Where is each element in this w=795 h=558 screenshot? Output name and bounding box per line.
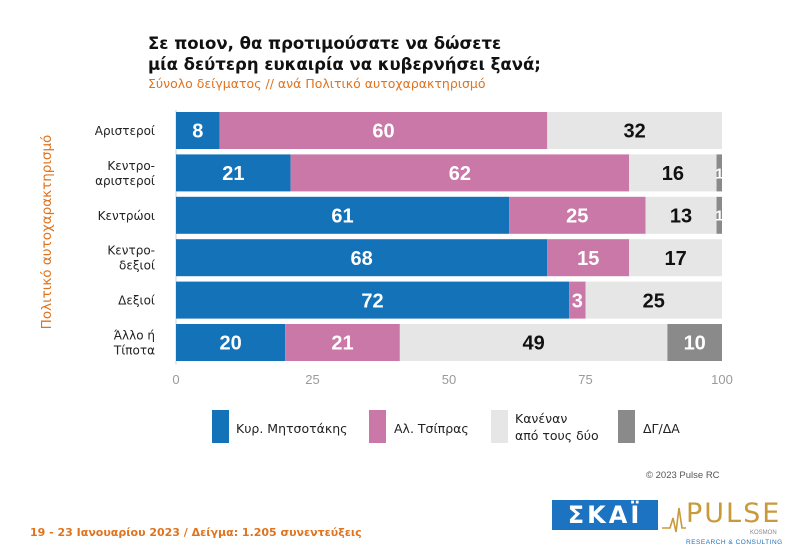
- bar-segment-2-row-2: [290, 154, 630, 192]
- data-label-2-row-5: 3: [572, 290, 583, 312]
- x-tick-label-4: 75: [578, 372, 592, 387]
- legend-label-neither-1: Κανέναν: [515, 411, 568, 426]
- pulse-logo-kosmon: KOSMON: [750, 530, 777, 536]
- legend-label-tsipras: Αλ. Τσίπρας: [394, 421, 469, 436]
- fieldwork-note: 19 - 23 Ιανουαρίου 2023 / Δείγμα: 1.205 …: [30, 526, 362, 539]
- data-label-3-row-2: 16: [662, 163, 684, 185]
- category-label-row-3: Κεντρώοι: [98, 209, 155, 223]
- x-tick-label-3: 50: [442, 372, 456, 387]
- data-label-3-row-3: 13: [670, 206, 692, 228]
- pulse-logo-tagline: RESEARCH & CONSULTING: [686, 539, 783, 546]
- data-label-1-row-4: 68: [351, 248, 373, 270]
- data-label-4-row-3: 1: [715, 208, 723, 225]
- pulse-heartbeat-icon: [662, 507, 686, 533]
- bar-segment-1-row-6: [176, 324, 286, 361]
- data-label-3-row-1: 32: [624, 121, 646, 143]
- x-tick-label-5: 100: [711, 372, 733, 387]
- stacked-bar-chart: 8 60 32 Αριστεροί 21 62 16 1 Κεντρο-αριστεροί 61 2…: [95, 110, 733, 387]
- data-label-1-row-2: 21: [222, 163, 244, 185]
- data-label-2-row-3: 25: [566, 206, 588, 228]
- bar-segment-2-row-3: [509, 196, 646, 234]
- pulse-logo: PULSE KOSMON RESEARCH & CONSULTING: [662, 498, 782, 548]
- chart-subtitle: Σύνολο δείγματος // ανά Πολιτικό αυτοχαρ…: [148, 76, 486, 91]
- bar-segment-1-row-3: [176, 196, 510, 234]
- data-label-2-row-6: 21: [331, 333, 353, 355]
- legend-label-dk: ΔΓ/ΔΑ: [643, 421, 680, 436]
- bar-segment-1-row-4: [176, 239, 548, 277]
- chart-title-line-1: Σε ποιον, θα προτιμούσατε να δώσετε: [148, 34, 502, 53]
- data-label-2-row-4: 15: [577, 248, 599, 270]
- data-label-2-row-2: 62: [449, 163, 471, 185]
- legend-label-neither-2: από τους δύο: [515, 428, 599, 443]
- legend-swatch-neither: [491, 410, 508, 443]
- data-label-3-row-5: 25: [643, 290, 665, 312]
- data-label-1-row-3: 61: [331, 206, 353, 228]
- bar-segment-4-row-3: [716, 196, 722, 234]
- legend-swatch-mitsotakis: [212, 410, 229, 443]
- bar-segment-1-row-2: [176, 154, 291, 192]
- data-label-4-row-6: 10: [684, 333, 706, 355]
- pulse-logo-wordmark: PULSE: [686, 498, 782, 529]
- category-label-row-6-line-2: Τίποτα: [113, 344, 155, 358]
- bar-segment-3-row-4: [629, 239, 722, 277]
- bar-segment-1-row-5: [176, 281, 570, 319]
- data-label-1-row-5: 72: [361, 290, 383, 312]
- bar-segment-4-row-6: [667, 324, 722, 361]
- category-label-row-2-line-2: αριστεροί: [95, 174, 155, 188]
- category-label-row-5: Δεξιοί: [118, 294, 155, 308]
- category-label-row-4-line-1: Κεντρο-: [107, 244, 155, 258]
- x-tick-label-1: 0: [172, 372, 179, 387]
- bar-segment-3-row-5: [585, 281, 722, 319]
- data-label-1-row-6: 20: [219, 333, 241, 355]
- bar-segment-2-row-1: [219, 112, 548, 149]
- category-label-row-1: Αριστεροί: [95, 124, 155, 138]
- legend-label-mitsotakis: Κυρ. Μητσοτάκης: [236, 421, 348, 436]
- category-label-row-4-line-2: δεξιοί: [119, 259, 155, 273]
- data-label-2-row-1: 60: [372, 121, 394, 143]
- bar-segment-1-row-1: [176, 112, 220, 149]
- bar-segment-3-row-2: [629, 154, 717, 192]
- skai-logo: ΣΚΑΪ: [552, 500, 658, 530]
- bar-segment-3-row-1: [547, 112, 722, 149]
- legend-swatch-tsipras: [369, 410, 386, 443]
- bar-segment-4-row-2: [716, 154, 722, 192]
- copyright-text: © 2023 Pulse RC: [646, 470, 720, 481]
- bar-segment-2-row-6: [285, 324, 400, 361]
- data-label-3-row-6: 49: [523, 333, 545, 355]
- data-label-4-row-2: 1: [715, 165, 723, 182]
- data-label-1-row-1: 8: [192, 121, 203, 143]
- chart-title-line-2: μία δεύτερη ευκαιρία να κυβερνήσει ξανά;: [148, 55, 541, 74]
- category-label-row-6-line-1: Άλλο ή: [114, 329, 155, 343]
- chart-title-block: Σε ποιον, θα προτιμούσατε να δώσετε μία …: [148, 33, 708, 93]
- bar-segment-2-row-5: [569, 281, 586, 319]
- bar-segment-3-row-3: [645, 196, 717, 234]
- bar-segment-2-row-4: [547, 239, 630, 277]
- category-label-row-2-line-1: Κεντρο-: [107, 159, 155, 173]
- bar-segment-3-row-6: [399, 324, 668, 361]
- x-tick-label-2: 25: [305, 372, 319, 387]
- legend-swatch-dk: [618, 410, 635, 443]
- data-label-3-row-4: 17: [664, 248, 686, 270]
